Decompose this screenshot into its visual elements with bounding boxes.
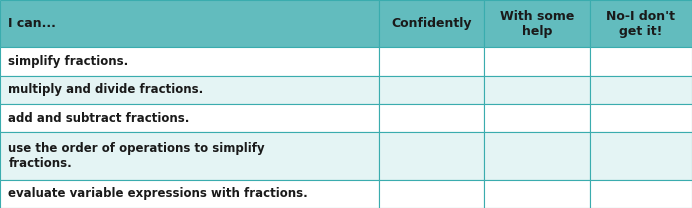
Text: use the order of operations to simplify
fractions.: use the order of operations to simplify … [8,142,265,170]
Bar [0,104,379,132]
Bar [590,180,692,208]
Bar [379,180,484,208]
Bar [379,132,484,180]
Text: simplify fractions.: simplify fractions. [8,55,129,68]
Text: I can...: I can... [8,17,56,30]
Bar [590,0,692,47]
Bar [590,132,692,180]
Bar [484,47,590,76]
Bar [590,104,692,132]
Bar [0,180,379,208]
Bar [484,180,590,208]
Bar [484,132,590,180]
Text: add and subtract fractions.: add and subtract fractions. [8,112,190,125]
Bar [484,76,590,104]
Bar [0,0,379,47]
Bar [484,104,590,132]
Bar [379,0,484,47]
Text: evaluate variable expressions with fractions.: evaluate variable expressions with fract… [8,187,308,200]
Bar [590,47,692,76]
Text: With some
help: With some help [500,10,574,37]
Bar [379,47,484,76]
Bar [484,0,590,47]
Bar [379,104,484,132]
Text: No-I don't
get it!: No-I don't get it! [606,10,675,37]
Bar [0,47,379,76]
Bar [0,76,379,104]
Text: multiply and divide fractions.: multiply and divide fractions. [8,83,203,96]
Text: Confidently: Confidently [392,17,472,30]
Bar [379,76,484,104]
Bar [590,76,692,104]
Bar [0,132,379,180]
